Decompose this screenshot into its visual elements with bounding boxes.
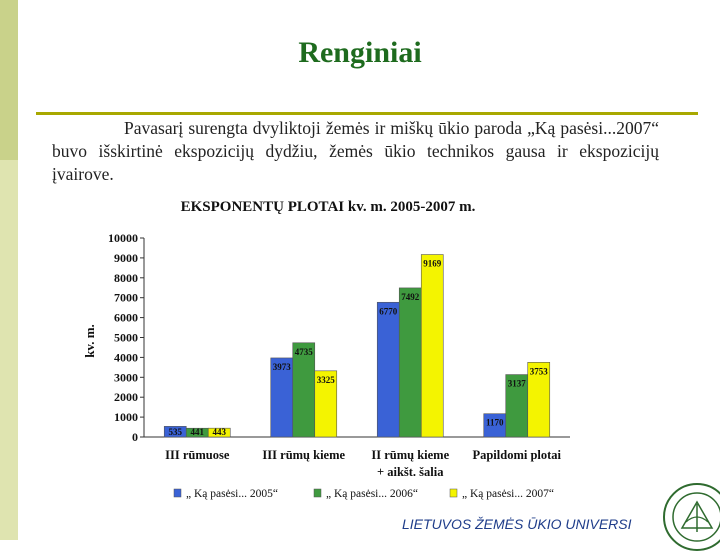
data-label: 3325 (317, 375, 336, 385)
y-tick-label: 3000 (114, 370, 138, 384)
x-category-label: + aikšt. šalia (377, 465, 444, 479)
bar (207, 427, 231, 438)
data-label: 7492 (401, 292, 420, 302)
university-logo-icon (663, 483, 720, 551)
data-label: 1170 (486, 418, 504, 428)
bar (420, 254, 444, 438)
x-category-label: III rūmų kieme (262, 448, 345, 462)
data-label: 4735 (295, 347, 314, 357)
y-tick-label: 8000 (114, 271, 138, 285)
bar (398, 287, 422, 438)
data-label: 441 (191, 427, 205, 437)
bar (527, 362, 551, 438)
chart-title: EKSPONENTŲ PLOTAI kv. m. 2005-2007 m. (181, 199, 476, 215)
x-category-label: Papildomi plotai (472, 448, 561, 462)
legend-label: „ Ką pasėsi... 2007“ (462, 488, 554, 500)
bar (376, 301, 400, 438)
y-tick-label: 7000 (114, 291, 138, 305)
data-label: 9169 (423, 259, 442, 269)
data-label: 6770 (379, 306, 398, 316)
y-tick-label: 9000 (114, 251, 138, 265)
y-tick-label: 1000 (114, 410, 138, 424)
data-label: 443 (213, 427, 227, 437)
y-tick-label: 2000 (114, 390, 138, 404)
intro-paragraph: Pavasarį surengta dvyliktoji žemės ir mi… (52, 117, 659, 186)
legend-swatch (313, 488, 322, 498)
bar (314, 370, 338, 438)
title-rule (36, 112, 698, 115)
y-tick-label: 4000 (114, 350, 138, 364)
side-band-bottom (0, 160, 18, 540)
y-tick-label: 10000 (108, 231, 138, 245)
y-tick-label: 6000 (114, 311, 138, 325)
data-label: 3753 (530, 366, 549, 376)
side-band-top (0, 0, 18, 160)
y-tick-label: 0 (132, 430, 138, 444)
area-chart: EKSPONENTŲ PLOTAI kv. m. 2005-2007 m. kv.… (82, 199, 570, 500)
y-axis-label: kv. m. (82, 324, 97, 358)
legend-swatch (173, 488, 182, 498)
paragraph-text: Pavasarį surengta dvyliktoji žemės ir mi… (52, 118, 659, 184)
x-category-label: III rūmuose (165, 448, 230, 462)
legend-label: „ Ką pasėsi... 2006“ (326, 488, 418, 500)
side-divider (18, 0, 20, 540)
data-label: 3973 (273, 362, 292, 372)
data-label: 535 (169, 427, 183, 437)
bar (292, 342, 316, 438)
slide-title: Renginiai (298, 36, 422, 69)
data-label: 3137 (508, 379, 527, 389)
legend-swatch (449, 488, 458, 498)
x-category-label: II rūmų kieme (371, 448, 449, 462)
university-footer: LIETUVOS ŽEMĖS ŪKIO UNIVERSI (402, 516, 632, 532)
legend-label: „ Ką pasėsi... 2005“ (186, 488, 278, 500)
y-tick-label: 5000 (114, 331, 138, 345)
